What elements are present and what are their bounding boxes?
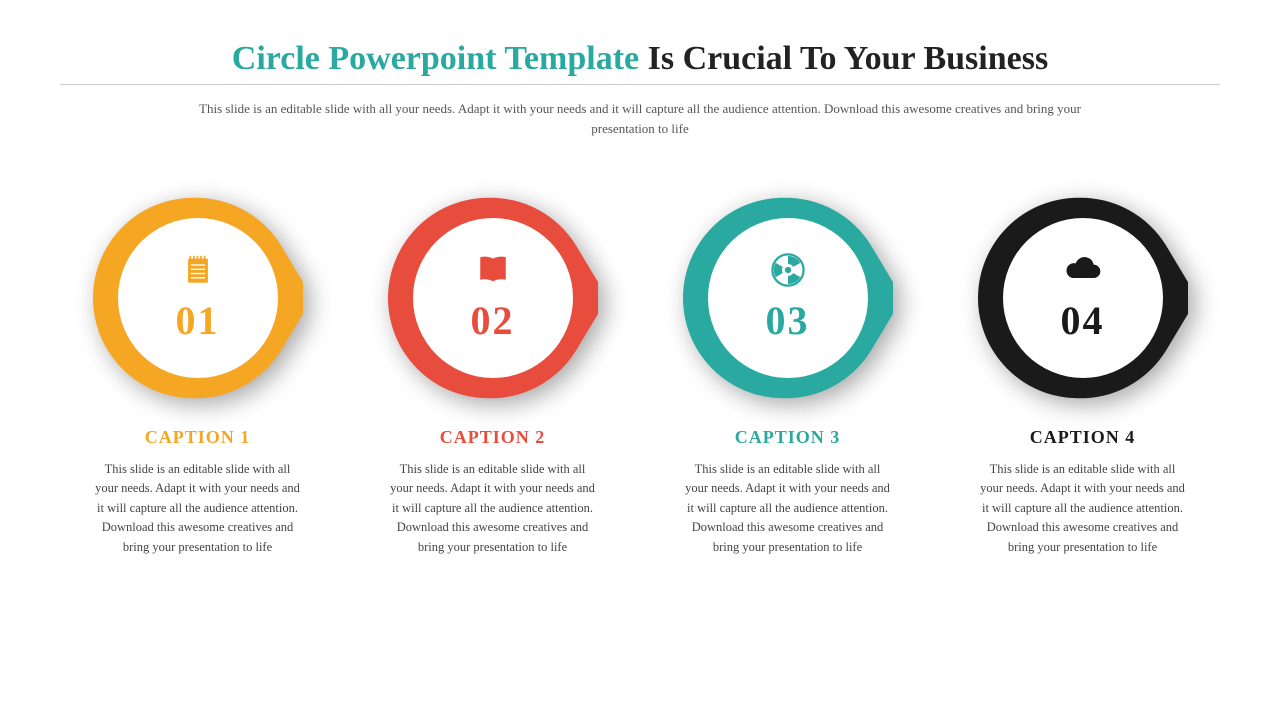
teardrop-shape: 02 bbox=[388, 193, 598, 403]
step-number: 04 bbox=[1061, 297, 1105, 344]
caption-description: This slide is an editable slide with all… bbox=[93, 460, 303, 557]
teardrop-shape: 01 bbox=[93, 193, 303, 403]
subtitle: This slide is an editable slide with all… bbox=[190, 99, 1090, 138]
caption-label: CAPTION 1 bbox=[145, 427, 251, 448]
slide: Circle Powerpoint Template Is Crucial To… bbox=[0, 0, 1280, 597]
teardrop-shape: 03 bbox=[683, 193, 893, 403]
step-number: 01 bbox=[176, 297, 220, 344]
caption-description: This slide is an editable slide with all… bbox=[683, 460, 893, 557]
circle-inner: 01 bbox=[118, 218, 278, 378]
circle-inner: 03 bbox=[708, 218, 868, 378]
circle-item-2: 02 CAPTION 2 This slide is an editable sli… bbox=[373, 193, 613, 557]
circle-row: 01 CAPTION 1 This slide is an editable sli… bbox=[60, 193, 1220, 557]
circle-inner: 04 bbox=[1003, 218, 1163, 378]
circle-item-3: 03 CAPTION 3 This slide is an editable sli… bbox=[668, 193, 908, 557]
circle-item-4: 04 CAPTION 4 This slide is an editable sli… bbox=[963, 193, 1203, 557]
caption-label: CAPTION 4 bbox=[1030, 427, 1136, 448]
radiation-icon bbox=[771, 253, 805, 287]
title-accent: Circle Powerpoint Template bbox=[232, 40, 639, 77]
caption-description: This slide is an editable slide with all… bbox=[388, 460, 598, 557]
caption-label: CAPTION 3 bbox=[735, 427, 841, 448]
circle-item-1: 01 CAPTION 1 This slide is an editable sli… bbox=[78, 193, 318, 557]
circle-inner: 02 bbox=[413, 218, 573, 378]
notepad-icon bbox=[181, 253, 215, 287]
title-rest: Is Crucial To Your Business bbox=[639, 40, 1048, 77]
caption-description: This slide is an editable slide with all… bbox=[978, 460, 1188, 557]
step-number: 03 bbox=[766, 297, 810, 344]
caption-label: CAPTION 2 bbox=[440, 427, 546, 448]
cloud-icon bbox=[1063, 253, 1103, 287]
step-number: 02 bbox=[471, 297, 515, 344]
teardrop-shape: 04 bbox=[978, 193, 1188, 403]
page-title: Circle Powerpoint Template Is Crucial To… bbox=[60, 40, 1220, 85]
book-icon bbox=[476, 253, 510, 287]
